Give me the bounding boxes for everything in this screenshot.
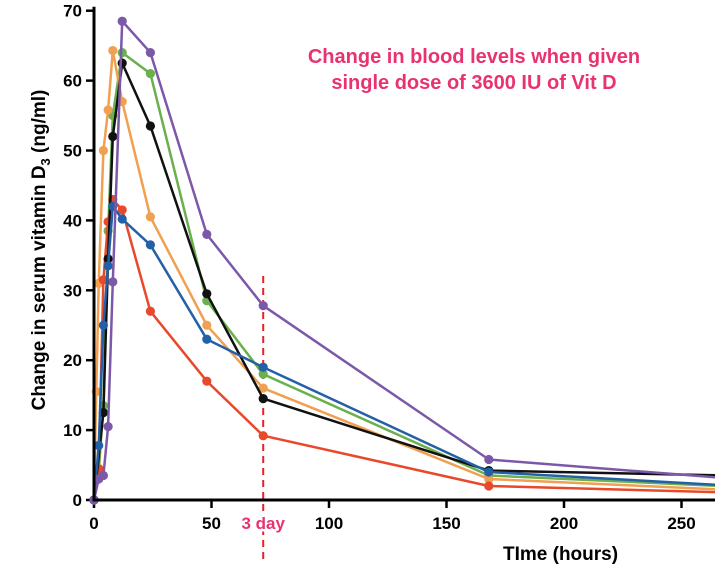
x-tick-label: 150 bbox=[432, 514, 460, 533]
y-tick-label: 60 bbox=[63, 72, 82, 91]
data-point-blue bbox=[258, 362, 268, 372]
data-point-red bbox=[258, 431, 268, 441]
data-point-blue bbox=[145, 240, 155, 250]
data-point-green bbox=[258, 369, 268, 379]
data-point-blue bbox=[98, 320, 108, 330]
data-point-black bbox=[108, 131, 118, 142]
data-point-black bbox=[202, 289, 212, 299]
data-point-orange bbox=[98, 145, 108, 156]
chart-title: Change in blood levels when given single… bbox=[308, 46, 640, 94]
y-tick-label: 50 bbox=[63, 142, 82, 161]
series-orange bbox=[89, 45, 715, 505]
series-blue bbox=[89, 201, 715, 505]
x-tick-label: 0 bbox=[89, 514, 98, 533]
data-point-blue bbox=[484, 467, 494, 477]
y-tick-label: 40 bbox=[63, 211, 82, 230]
x-tick-label: 250 bbox=[667, 514, 695, 533]
data-point-black bbox=[117, 58, 127, 68]
data-point-purple bbox=[145, 48, 155, 58]
x-tick-label: 50 bbox=[202, 514, 221, 533]
data-point-red bbox=[202, 376, 212, 386]
three-day-marker-label: 3 day bbox=[241, 514, 285, 533]
y-axis-title: Change in serum vitamin D3 (ng/ml) bbox=[29, 90, 53, 411]
y-axis-title-main: Change in serum vitamin D bbox=[29, 165, 50, 410]
series-line-red bbox=[92, 198, 715, 501]
data-point-green bbox=[145, 69, 155, 79]
data-point-orange bbox=[484, 474, 494, 484]
data-point-purple bbox=[258, 301, 268, 311]
data-point-purple bbox=[98, 470, 108, 481]
series-green bbox=[89, 48, 715, 505]
y-tick-label: 20 bbox=[63, 351, 82, 370]
data-point-purple bbox=[108, 277, 118, 287]
data-point-orange bbox=[108, 45, 118, 56]
data-point-purple bbox=[484, 454, 494, 465]
y-tick-label: 10 bbox=[63, 421, 82, 440]
series-line-orange bbox=[92, 49, 715, 501]
y-tick-label: 70 bbox=[63, 2, 82, 21]
data-point-orange bbox=[103, 105, 113, 115]
data-point-purple bbox=[103, 422, 113, 432]
series-line-black bbox=[92, 61, 715, 501]
data-point-blue bbox=[103, 261, 113, 271]
chart-title-line-2: single dose of 3600 IU of Vit D bbox=[331, 72, 616, 94]
data-point-blue bbox=[117, 214, 127, 224]
series-purple bbox=[89, 16, 715, 505]
x-tick-label: 100 bbox=[315, 514, 343, 533]
series-red bbox=[89, 194, 715, 505]
x-axis-title: TIme (hours) bbox=[503, 544, 618, 565]
y-axis-title-subscript: 3 bbox=[38, 158, 53, 165]
data-point-black bbox=[258, 394, 268, 404]
data-point-blue bbox=[202, 334, 212, 344]
data-point-orange bbox=[258, 383, 268, 393]
data-point-red bbox=[117, 205, 127, 215]
data-point-purple bbox=[117, 16, 127, 26]
x-axis-ticks: 0 50 100 150 200 250 bbox=[89, 500, 696, 533]
series-group bbox=[89, 16, 715, 505]
x-tick-label: 200 bbox=[550, 514, 578, 533]
data-point-black bbox=[145, 121, 155, 131]
data-point-blue bbox=[94, 440, 104, 451]
y-axis-ticks: 0 10 20 30 40 50 60 70 bbox=[63, 2, 94, 510]
y-tick-label: 30 bbox=[63, 281, 82, 300]
data-point-orange bbox=[202, 320, 212, 330]
y-tick-label: 0 bbox=[73, 491, 82, 510]
data-point-orange bbox=[145, 212, 155, 222]
data-point-red bbox=[484, 481, 494, 491]
chart-title-line-1: Change in blood levels when given bbox=[308, 46, 640, 68]
data-point-red bbox=[145, 306, 155, 316]
data-point-purple bbox=[202, 229, 212, 239]
series-line-blue bbox=[92, 205, 715, 501]
y-axis-title-unit: (ng/ml) bbox=[29, 90, 50, 159]
